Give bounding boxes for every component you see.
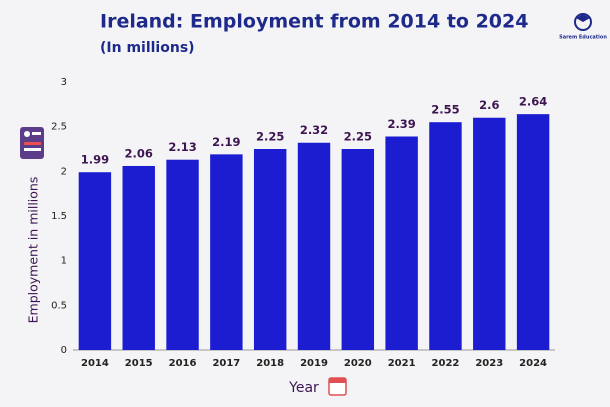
data-label: 2.25 (344, 130, 372, 144)
data-label: 1.99 (81, 153, 109, 167)
x-tick-label: 2020 (344, 358, 372, 369)
y-icon (20, 127, 44, 159)
data-label: 2.13 (168, 140, 196, 154)
x-tick-label: 2017 (212, 358, 240, 369)
x-tick-label: 2014 (81, 358, 109, 369)
y-tick-label: 1 (61, 256, 67, 267)
bar (122, 165, 155, 350)
x-tick-label: 2021 (388, 358, 416, 369)
x-tick-label: 2018 (256, 358, 284, 369)
x-tick-label: 2024 (519, 358, 547, 369)
data-label: 2.6 (479, 98, 499, 112)
x-tick-label: 2015 (125, 358, 153, 369)
bar (429, 122, 462, 350)
data-label: 2.55 (431, 103, 459, 117)
bar (78, 172, 112, 350)
bar (341, 149, 375, 350)
brand-name: Sarem Education (559, 35, 607, 41)
y-tick-label: 2.5 (51, 122, 67, 133)
bar (253, 149, 287, 350)
x-axis-label: Year (288, 380, 319, 396)
data-label: 2.39 (387, 117, 415, 131)
calendar-icon (328, 377, 347, 396)
y-tick-label: 2 (61, 166, 67, 177)
bar (516, 114, 550, 350)
bar (297, 142, 331, 350)
x-tick-label: 2022 (432, 358, 460, 369)
x-tick-label: 2023 (475, 358, 503, 369)
data-label: 2.19 (212, 135, 240, 149)
y-tick-label: 3 (61, 77, 67, 88)
data-label: 2.64 (519, 95, 547, 109)
x-tick-label: 2016 (169, 358, 197, 369)
y-tick-label: 0.5 (51, 300, 67, 311)
bar (385, 136, 418, 350)
data-label: 2.32 (300, 123, 328, 137)
y-axis-label: Employment in millions (26, 177, 41, 324)
y-tick-label: 0 (61, 345, 67, 356)
data-label: 2.06 (125, 146, 153, 160)
y-tick-label: 1.5 (51, 211, 67, 222)
x-tick-label: 2019 (300, 358, 328, 369)
data-label: 2.25 (256, 130, 284, 144)
chart-title: Ireland: Employment from 2014 to 2024 (100, 11, 528, 33)
bar (210, 154, 243, 350)
brand-logo (574, 13, 592, 31)
bar (166, 159, 199, 350)
chart-subtitle: (In millions) (100, 40, 195, 56)
bar (473, 117, 506, 350)
